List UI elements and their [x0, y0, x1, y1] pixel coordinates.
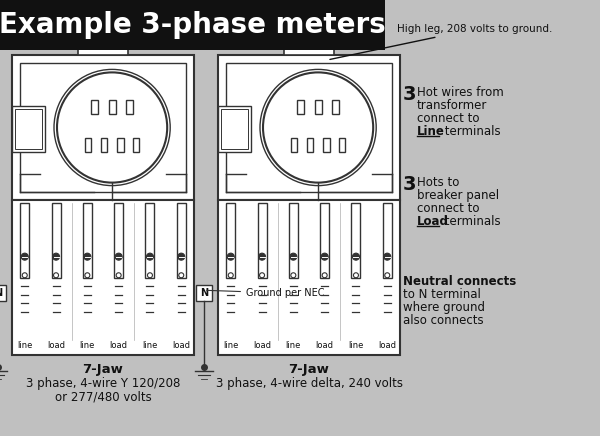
- Text: transformer: transformer: [417, 99, 487, 112]
- Circle shape: [115, 253, 122, 260]
- Text: High leg, 208 volts to ground.: High leg, 208 volts to ground.: [330, 24, 553, 59]
- Text: terminals: terminals: [441, 125, 500, 138]
- Bar: [196, 285, 212, 301]
- Text: 7-Jaw: 7-Jaw: [83, 363, 124, 376]
- Bar: [218, 106, 251, 152]
- Text: Example 3-phase meters: Example 3-phase meters: [0, 11, 385, 39]
- Bar: [297, 99, 304, 113]
- Bar: [284, 46, 334, 55]
- Bar: [15, 109, 42, 149]
- Text: breaker panel: breaker panel: [417, 189, 499, 202]
- Text: Line: Line: [417, 125, 445, 138]
- Bar: [12, 55, 194, 200]
- Circle shape: [260, 69, 376, 186]
- Bar: [101, 138, 107, 152]
- Bar: [320, 203, 329, 277]
- Text: Neutral connects: Neutral connects: [403, 275, 516, 288]
- Bar: [12, 200, 194, 355]
- Text: line: line: [17, 341, 32, 351]
- Text: connect to: connect to: [417, 112, 479, 125]
- Bar: [0, 285, 6, 301]
- Text: Hots to: Hots to: [417, 176, 460, 189]
- Bar: [383, 203, 392, 277]
- Text: line: line: [348, 341, 364, 351]
- Circle shape: [290, 253, 297, 260]
- Bar: [85, 138, 91, 152]
- Text: terminals: terminals: [441, 215, 500, 228]
- Text: 3: 3: [403, 85, 416, 104]
- Bar: [257, 203, 266, 277]
- Bar: [91, 99, 98, 113]
- Bar: [114, 203, 123, 277]
- Bar: [77, 46, 128, 55]
- Bar: [126, 99, 133, 113]
- Circle shape: [227, 253, 234, 260]
- Circle shape: [84, 253, 91, 260]
- Bar: [323, 138, 329, 152]
- Text: line: line: [286, 341, 301, 351]
- Text: 7-Jaw: 7-Jaw: [289, 363, 329, 376]
- Text: line: line: [80, 341, 95, 351]
- Bar: [133, 138, 139, 152]
- Bar: [52, 203, 61, 277]
- Circle shape: [259, 253, 266, 260]
- Bar: [339, 138, 346, 152]
- Text: N: N: [200, 288, 208, 298]
- Text: Hot wires from: Hot wires from: [417, 86, 504, 99]
- Bar: [218, 200, 400, 355]
- Bar: [145, 203, 154, 277]
- Text: Load: Load: [417, 215, 449, 228]
- Circle shape: [263, 72, 373, 183]
- Circle shape: [178, 253, 185, 260]
- Bar: [177, 203, 186, 277]
- Text: connect to: connect to: [417, 202, 479, 215]
- Text: N: N: [0, 288, 2, 298]
- Bar: [226, 203, 235, 277]
- Text: load: load: [316, 341, 334, 351]
- Bar: [20, 203, 29, 277]
- Bar: [117, 138, 124, 152]
- Bar: [291, 138, 297, 152]
- Text: load: load: [47, 341, 65, 351]
- Bar: [83, 203, 92, 277]
- Circle shape: [21, 253, 28, 260]
- Text: load: load: [253, 341, 271, 351]
- Bar: [307, 138, 313, 152]
- Bar: [20, 63, 186, 192]
- Text: line: line: [223, 341, 238, 351]
- Text: Ground per NEC: Ground per NEC: [0, 435, 1, 436]
- Text: load: load: [172, 341, 190, 351]
- Circle shape: [146, 253, 154, 260]
- Circle shape: [53, 253, 59, 260]
- Text: load: load: [110, 341, 128, 351]
- Text: or 277/480 volts: or 277/480 volts: [55, 390, 151, 403]
- Text: also connects: also connects: [403, 314, 484, 327]
- Circle shape: [321, 253, 328, 260]
- Bar: [226, 63, 392, 192]
- Bar: [0, 0, 385, 50]
- Text: 3 phase, 4-wire delta, 240 volts: 3 phase, 4-wire delta, 240 volts: [215, 377, 403, 390]
- Bar: [218, 55, 400, 200]
- Text: where ground: where ground: [403, 301, 485, 314]
- Bar: [332, 99, 339, 113]
- Bar: [289, 203, 298, 277]
- Text: load: load: [378, 341, 396, 351]
- Bar: [12, 106, 45, 152]
- Text: Ground per NEC: Ground per NEC: [207, 288, 325, 298]
- Text: to N terminal: to N terminal: [403, 288, 481, 301]
- Circle shape: [384, 253, 391, 260]
- Bar: [314, 99, 322, 113]
- Text: 3: 3: [403, 175, 416, 194]
- Bar: [109, 99, 116, 113]
- Circle shape: [352, 253, 359, 260]
- Circle shape: [57, 72, 167, 183]
- Circle shape: [54, 69, 170, 186]
- Bar: [352, 203, 361, 277]
- Text: line: line: [142, 341, 158, 351]
- Text: 3 phase, 4-wire Y 120/208: 3 phase, 4-wire Y 120/208: [26, 377, 180, 390]
- Bar: [221, 109, 248, 149]
